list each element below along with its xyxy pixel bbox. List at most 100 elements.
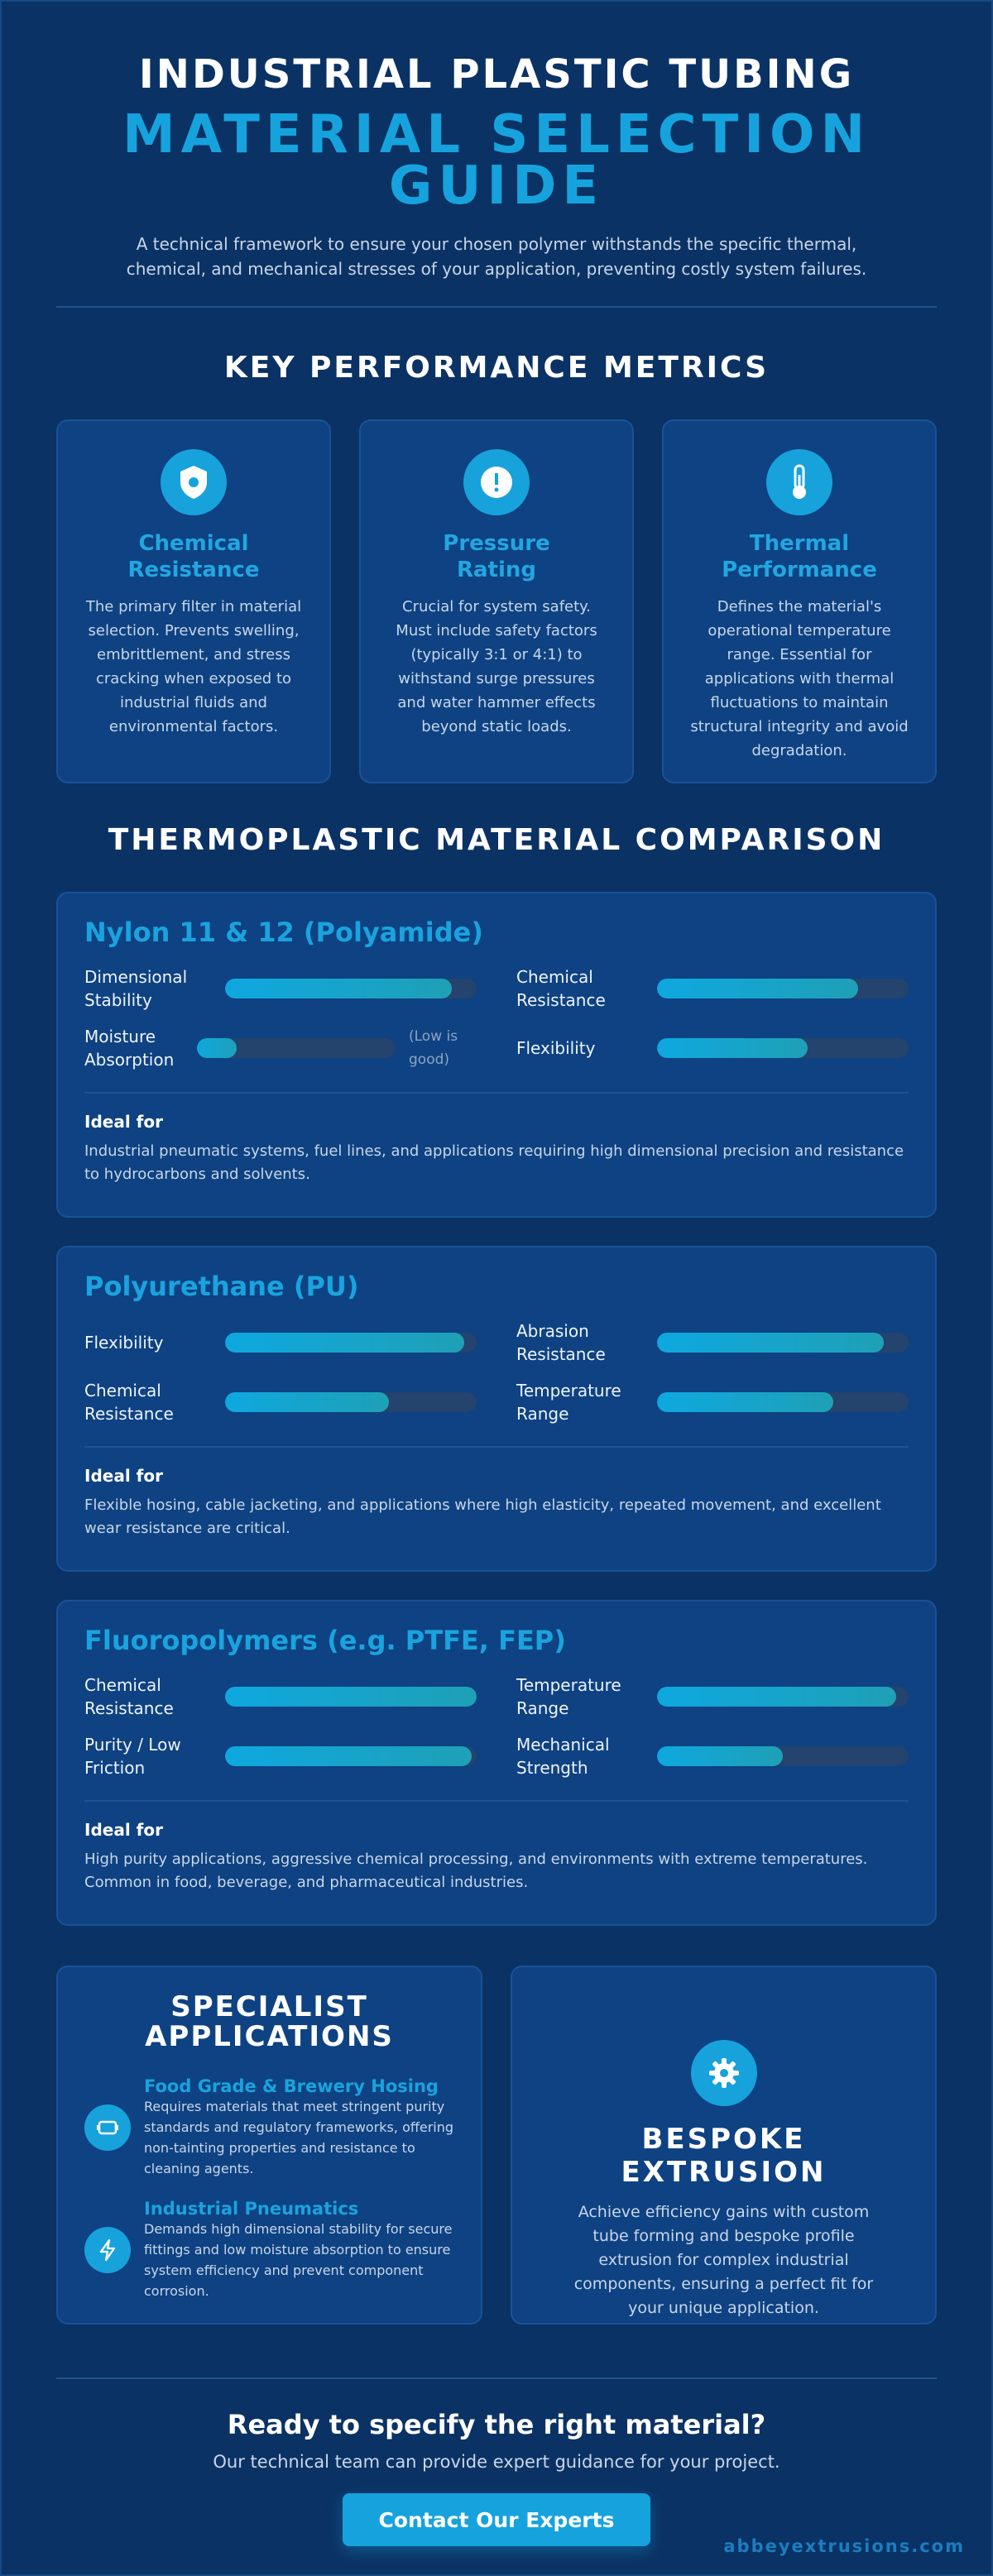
intro: A technical framework to ensure your cho… xyxy=(126,234,867,279)
ideal-heading: Ideal for xyxy=(84,1112,163,1132)
property: Abrasion Resistance xyxy=(516,1320,909,1365)
metric-text: Defines the material's operational tempe… xyxy=(690,598,909,759)
property-label: Temperature Range xyxy=(516,1381,621,1424)
property: Chemical Resistance xyxy=(84,1674,477,1719)
material-name: Polyurethane (PU) xyxy=(84,1271,359,1302)
bar-fill xyxy=(657,1392,833,1412)
property: Flexibility xyxy=(516,1026,909,1070)
material-card: Nylon 11 & 12 (Polyamide) Dimensional Sta… xyxy=(56,892,937,1218)
section-heading: KEY PERFORMANCE METRICS xyxy=(223,351,770,385)
ideal-heading: Ideal for xyxy=(84,1466,163,1486)
bar-fill xyxy=(657,979,859,998)
property: Chemical Resistance xyxy=(516,966,909,1011)
divider xyxy=(56,2377,937,2379)
specialist-text: Demands high dimensional stability for s… xyxy=(144,2221,453,2299)
specialist-title: Industrial Pneumatics xyxy=(144,2199,359,2219)
bar-fill xyxy=(225,1746,472,1766)
property-label: Chemical Resistance xyxy=(84,1675,174,1718)
specialist-card: SPECIALIST APPLICATIONS Food Grade & Brew… xyxy=(56,1966,482,2325)
metric-card: Chemical Resistance The primary filter in… xyxy=(56,419,331,783)
bar-track xyxy=(657,1392,909,1412)
bar-fill xyxy=(225,1392,389,1412)
bar-fill xyxy=(657,1746,783,1766)
metric-card: Pressure Rating Crucial for system safety… xyxy=(359,419,634,783)
specialist-heading: SPECIALIST APPLICATIONS xyxy=(145,1990,394,2053)
cta-text: Our technical team can provide expert gu… xyxy=(213,2452,780,2472)
property: Chemical Resistance xyxy=(84,1380,477,1424)
icon-glyph xyxy=(99,2238,116,2262)
footer-link[interactable]: abbeyextrusions.com xyxy=(723,2536,965,2556)
metric-text: The primary filter in material selection… xyxy=(85,598,302,735)
property-label: Moisture Absorption xyxy=(84,1027,175,1070)
property: Flexibility xyxy=(84,1320,477,1365)
ideal-text: Industrial pneumatic systems, fuel lines… xyxy=(84,1142,904,1183)
icon-glyph xyxy=(708,2058,739,2088)
metric-cards: Chemical Resistance The primary filter in… xyxy=(56,419,937,783)
bar-fill xyxy=(657,1038,808,1058)
bar-track xyxy=(657,1333,909,1353)
metric-card: Thermal Performance Defines the material'… xyxy=(662,419,937,783)
ideal-text: Flexible hosing, cable jacketing, and ap… xyxy=(84,1496,881,1537)
bespoke-card: BESPOKE EXTRUSION Achieve efficiency gain… xyxy=(511,1966,937,2325)
bar-track xyxy=(225,1687,477,1707)
bar-track xyxy=(657,1038,909,1058)
title-line1: INDUSTRIAL PLASTIC TUBING xyxy=(138,51,855,98)
bar-fill xyxy=(657,1333,884,1353)
property-label: Flexibility xyxy=(516,1038,596,1058)
property: Moisture Absorption (Low is good) xyxy=(84,1026,477,1070)
property: Temperature Range xyxy=(516,1674,909,1719)
properties: Flexibility Abrasion Resistance Chemical R… xyxy=(84,1320,909,1424)
properties: Dimensional Stability Chemical Resistance… xyxy=(84,966,909,1070)
separator xyxy=(84,1446,909,1448)
bar-track xyxy=(225,1746,477,1766)
material-name: Fluoropolymers (e.g. PTFE, FEP) xyxy=(84,1625,566,1656)
separator xyxy=(84,1800,909,1802)
property-label: Mechanical Strength xyxy=(516,1735,610,1778)
bar-fill xyxy=(657,1687,896,1707)
bar-track xyxy=(657,1687,909,1707)
property-label: Temperature Range xyxy=(516,1675,621,1718)
specialist-body: Food Grade & Brewery Hosing Requires mate… xyxy=(144,2076,454,2179)
bar-track xyxy=(225,979,477,998)
bespoke-title: BESPOKE EXTRUSION xyxy=(621,2123,827,2189)
property-label: Chemical Resistance xyxy=(516,967,606,1010)
property-label: Abrasion Resistance xyxy=(516,1321,606,1364)
section-heading: THERMOPLASTIC MATERIAL COMPARISON xyxy=(108,823,885,857)
ideal-heading: Ideal for xyxy=(84,1820,163,1840)
icon-glyph xyxy=(97,2120,118,2135)
specialist-title: Food Grade & Brewery Hosing xyxy=(144,2076,439,2096)
property: Mechanical Strength xyxy=(516,1734,909,1779)
icon xyxy=(463,449,530,515)
cta-heading: Ready to specify the right material? xyxy=(227,2409,766,2440)
bar-track xyxy=(225,1333,477,1353)
material-name: Nylon 11 & 12 (Polyamide) xyxy=(84,917,483,948)
metric-title: Chemical Resistance xyxy=(127,531,260,582)
bar-fill xyxy=(225,979,452,998)
material-card: Polyurethane (PU) Flexibility Abrasion Res… xyxy=(56,1246,937,1572)
icon-glyph xyxy=(793,464,806,499)
icon-glyph xyxy=(180,466,207,499)
metric-text: Crucial for system safety. Must include … xyxy=(396,598,597,735)
specialist-item: Food Grade & Brewery Hosing Requires mate… xyxy=(84,2076,454,2179)
separator xyxy=(84,1092,909,1094)
bar-track xyxy=(225,1392,477,1412)
metric-title: Thermal Performance xyxy=(722,531,877,582)
icon xyxy=(84,2227,131,2273)
bar-track xyxy=(657,979,909,998)
property-label: Flexibility xyxy=(84,1333,164,1353)
bottom-cards: SPECIALIST APPLICATIONS Food Grade & Brew… xyxy=(56,1966,937,2325)
property-label: Dimensional Stability xyxy=(84,967,188,1010)
specialist-body: Industrial Pneumatics Demands high dimens… xyxy=(144,2199,454,2301)
bar-fill xyxy=(197,1038,237,1058)
cta-button[interactable]: Contact Our Experts xyxy=(343,2493,650,2546)
title-line2: MATERIAL SELECTION GUIDE xyxy=(122,104,871,217)
material-card: Fluoropolymers (e.g. PTFE, FEP) Chemical … xyxy=(56,1600,937,1926)
property: Purity / Low Friction xyxy=(84,1734,477,1779)
icon xyxy=(84,2104,131,2151)
property-label: Purity / Low Friction xyxy=(84,1735,181,1778)
property: Temperature Range xyxy=(516,1380,909,1424)
bar-fill xyxy=(225,1687,477,1707)
property-label: Chemical Resistance xyxy=(84,1381,174,1424)
property-note: (Low is good) xyxy=(409,1028,458,1068)
